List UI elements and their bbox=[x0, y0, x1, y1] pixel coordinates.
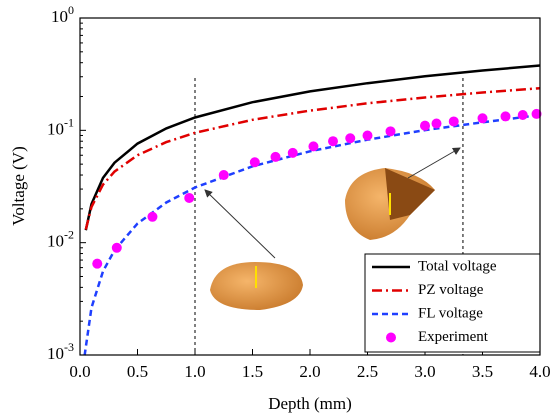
y-tick-exponent: 0 bbox=[68, 3, 74, 17]
data-point bbox=[362, 130, 373, 141]
data-point bbox=[184, 192, 195, 203]
y-tick-label: 10-3 bbox=[47, 340, 74, 363]
y-tick-base: 10 bbox=[47, 232, 64, 251]
legend-label: PZ voltage bbox=[418, 282, 484, 298]
y-tick-base: 10 bbox=[47, 344, 64, 363]
series-line bbox=[84, 64, 541, 231]
y-tick-label: 100 bbox=[51, 3, 74, 26]
y-tick-label: 10-1 bbox=[47, 115, 74, 138]
x-tick-label: 1.5 bbox=[242, 362, 263, 381]
data-point bbox=[431, 118, 442, 129]
x-tick-label: 3.5 bbox=[472, 362, 493, 381]
data-point bbox=[500, 111, 511, 122]
legend-label: Experiment bbox=[418, 329, 489, 345]
data-point bbox=[328, 136, 338, 147]
series-line bbox=[84, 86, 541, 230]
cone-cut bbox=[385, 168, 435, 220]
data-point bbox=[517, 109, 528, 120]
data-point bbox=[308, 141, 319, 152]
pointer-arrow bbox=[204, 189, 276, 259]
x-tick-label: 4.0 bbox=[529, 362, 550, 381]
y-axis-label: Voltage (V) bbox=[9, 146, 28, 225]
x-tick-label: 2.5 bbox=[357, 362, 378, 381]
pointer-arrow bbox=[407, 147, 461, 179]
data-point bbox=[111, 242, 122, 253]
data-point bbox=[385, 126, 396, 137]
data-point bbox=[287, 147, 298, 158]
plot-area: 0.0 0.5 1.0 1.5 2.0 2.5 3.0 3.5 4.010-310-210-11… bbox=[47, 3, 551, 381]
x-axis-label: Depth (mm) bbox=[268, 394, 352, 413]
x-tick-label: 0.5 bbox=[127, 362, 148, 381]
x-tick-label: 1.0 bbox=[184, 362, 205, 381]
data-point bbox=[420, 120, 430, 131]
x-tick-label: 0.0 bbox=[69, 362, 90, 381]
y-tick-exponent: -3 bbox=[64, 340, 74, 354]
data-point bbox=[531, 108, 542, 119]
y-tick-exponent: -2 bbox=[64, 227, 74, 241]
data-point bbox=[345, 133, 356, 144]
y-tick-label: 10-2 bbox=[47, 227, 74, 250]
y-tick-exponent: -1 bbox=[64, 115, 74, 129]
legend-label: Total voltage bbox=[418, 258, 497, 274]
legend: Total voltage PZ voltage FL voltage Experim… bbox=[364, 253, 541, 353]
x-tick-label: 2.0 bbox=[299, 362, 320, 381]
illustration bbox=[204, 147, 461, 310]
y-tick-base: 10 bbox=[51, 7, 68, 26]
data-point bbox=[249, 157, 260, 168]
data-point bbox=[218, 170, 229, 181]
data-point bbox=[477, 113, 488, 124]
y-tick-base: 10 bbox=[47, 119, 64, 138]
data-point bbox=[147, 211, 158, 222]
legend-label: FL voltage bbox=[418, 305, 483, 321]
data-point bbox=[448, 116, 459, 127]
data-point bbox=[92, 258, 103, 269]
legend-marker bbox=[386, 332, 396, 343]
data-point bbox=[270, 151, 281, 162]
axes-frame bbox=[79, 17, 541, 356]
x-tick-label: 3.0 bbox=[414, 362, 435, 381]
